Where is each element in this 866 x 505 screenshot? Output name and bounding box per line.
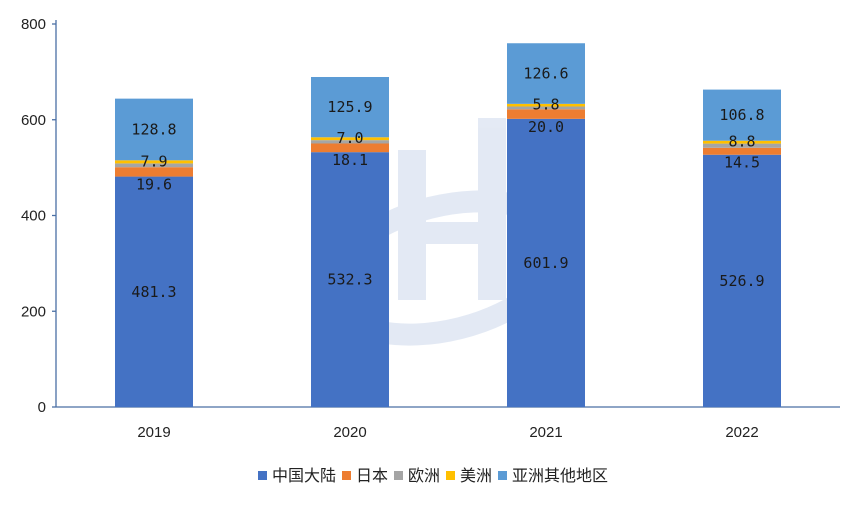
bar-segment xyxy=(703,89,781,141)
x-tick-label: 2022 xyxy=(725,424,758,441)
legend-item: 亚洲其他地区 xyxy=(498,462,608,486)
data-label: 128.8 xyxy=(131,120,176,138)
legend-label: 美洲 xyxy=(460,466,493,485)
data-label: 7.9 xyxy=(140,152,167,170)
legend-item: 欧洲 xyxy=(393,462,440,486)
bar-segment xyxy=(115,176,193,407)
bars xyxy=(115,43,781,407)
legend-swatch xyxy=(393,471,403,480)
y-tick-label: 400 xyxy=(21,208,46,225)
bar-segment xyxy=(703,140,781,144)
data-label: 19.6 xyxy=(136,176,172,194)
bar-segment xyxy=(311,143,389,153)
data-label: 481.3 xyxy=(131,283,176,301)
bar-segment xyxy=(311,76,389,138)
data-label: 532.3 xyxy=(327,271,372,289)
bar-segment xyxy=(507,118,585,407)
bar-segment xyxy=(115,160,193,164)
legend-label: 中国大陆 xyxy=(271,466,336,485)
data-labels: 481.3 19.6 7.9 128.8 532.3 18.1 7.0 125.9 601.9 2… xyxy=(131,65,764,301)
bar-segment xyxy=(507,109,585,119)
legend: 中国大陆 日本 欧洲 美洲 亚洲其他地区 xyxy=(0,462,866,486)
bar-segment xyxy=(115,163,193,168)
data-label: 106.8 xyxy=(719,106,764,124)
bar-segment xyxy=(703,143,781,148)
legend-swatch xyxy=(257,471,267,480)
x-tick-label: 2019 xyxy=(137,424,170,441)
legend-swatch xyxy=(341,471,351,480)
data-label: 5.8 xyxy=(532,95,559,113)
y-tick-label: 0 xyxy=(38,399,46,416)
data-label: 126.6 xyxy=(523,65,568,83)
y-tick-label: 600 xyxy=(21,112,46,129)
x-tick-label: 2021 xyxy=(529,424,562,441)
data-label: 7.0 xyxy=(336,129,363,147)
data-label: 20.0 xyxy=(528,118,564,136)
legend-item: 美洲 xyxy=(446,462,492,486)
data-label: 601.9 xyxy=(523,254,568,272)
x-tick-label: 2020 xyxy=(333,424,366,441)
bar-segment xyxy=(703,147,781,155)
legend-item: 中国大陆 xyxy=(257,462,336,486)
legend-label: 欧洲 xyxy=(407,466,440,485)
legend-item: 日本 xyxy=(341,462,388,486)
bar-segment xyxy=(507,43,585,104)
bar-segment xyxy=(115,98,193,161)
data-label: 125.9 xyxy=(327,98,372,116)
legend-label: 亚洲其他地区 xyxy=(512,466,609,485)
y-tick-label: 800 xyxy=(21,16,46,33)
y-tick-label: 200 xyxy=(21,303,46,320)
bar-segment xyxy=(703,154,781,407)
data-label: 526.9 xyxy=(719,272,764,290)
data-label: 14.5 xyxy=(724,154,760,172)
bar-segment xyxy=(311,152,389,407)
bar-segment xyxy=(507,103,585,107)
legend-label: 日本 xyxy=(355,466,388,485)
legend-swatch xyxy=(446,471,455,480)
bar-segment xyxy=(115,167,193,177)
bar-segment xyxy=(311,137,389,141)
data-label: 8.8 xyxy=(728,133,755,151)
legend-swatch xyxy=(498,471,508,480)
data-label: 18.1 xyxy=(332,151,368,169)
bar-segment xyxy=(311,140,389,144)
bar-segment xyxy=(507,106,585,110)
